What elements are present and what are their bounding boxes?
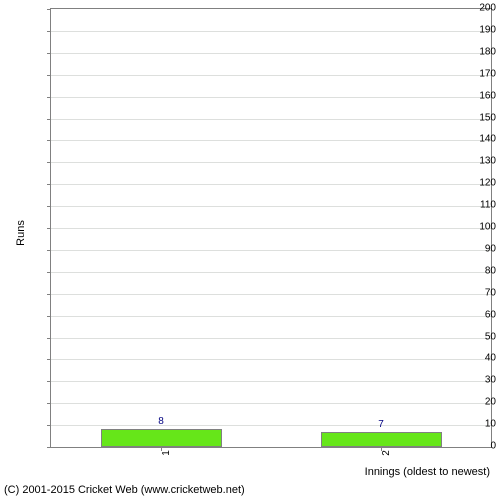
ytick-label: 40 [450,353,496,364]
ytick-label: 100 [450,222,496,233]
gridline [51,97,491,98]
ytick-label: 80 [450,265,496,276]
xtick-label: 1 [161,450,172,456]
ytick-label: 180 [450,46,496,57]
gridline [51,425,491,426]
gridline [51,162,491,163]
ytick-label: 170 [450,68,496,79]
bar-value-label: 7 [378,419,384,430]
bar [101,429,222,447]
ytick-label: 190 [450,24,496,35]
gridline [51,272,491,273]
ytick-label: 110 [450,200,496,211]
ytick-label: 120 [450,178,496,189]
x-axis-label: Innings (oldest to newest) [365,466,490,478]
gridline [51,53,491,54]
gridline [51,338,491,339]
gridline [51,75,491,76]
ytick-label: 200 [450,3,496,14]
gridline [51,359,491,360]
ytick-label: 10 [450,419,496,430]
ytick-label: 30 [450,375,496,386]
ytick-label: 60 [450,309,496,320]
y-axis-label: Runs [15,220,27,246]
ytick-mark [47,9,51,10]
gridline [51,403,491,404]
gridline [51,140,491,141]
gridline [51,184,491,185]
gridline [51,228,491,229]
ytick-label: 70 [450,287,496,298]
ytick-label: 90 [450,243,496,254]
ytick-label: 160 [450,90,496,101]
xtick-label: 2 [381,450,392,456]
gridline [51,316,491,317]
ytick-label: 130 [450,156,496,167]
bar [321,432,442,447]
ytick-label: 150 [450,112,496,123]
gridline [51,119,491,120]
plot-area: 12 87 [50,8,492,448]
bar-value-label: 8 [158,416,164,427]
ytick-label: 20 [450,397,496,408]
gridline [51,250,491,251]
ytick-label: 0 [450,441,496,452]
ytick-label: 50 [450,331,496,342]
gridline [51,206,491,207]
ytick-label: 140 [450,134,496,145]
gridline [51,31,491,32]
gridline [51,294,491,295]
copyright-text: (C) 2001-2015 Cricket Web (www.cricketwe… [4,484,245,496]
chart-container: 1 2 8 7 Runs Innings (oldest to newest) (C… [0,0,500,500]
gridline [51,381,491,382]
